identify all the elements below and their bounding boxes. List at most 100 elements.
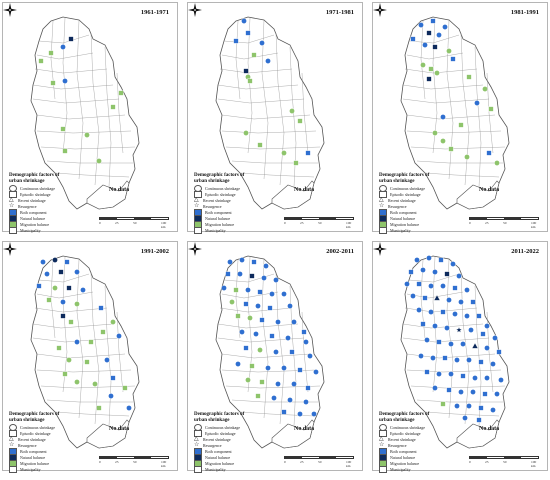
continuous-shrinkage-marker [275,319,281,325]
municipality-border [247,17,253,154]
municipality-border [474,285,482,427]
episodic-shrinkage-marker [88,339,94,345]
municipality-border [116,311,124,393]
legend-item: Episodic shrinkage [9,429,89,437]
continuous-shrinkage-marker [432,385,438,391]
scale-tick-label: 25 [115,460,119,464]
episodic-shrinkage-marker [428,66,434,72]
municipality-border [261,258,269,419]
triangle-outline-icon: △ [9,196,14,203]
continuous-shrinkage-marker [243,130,249,136]
outline-rect-icon [379,465,387,473]
legend-item: ☆ Resurgence [194,203,274,209]
legend-item: Episodic shrinkage [9,190,89,198]
continuous-shrinkage-marker [472,375,478,381]
serbia-map [400,255,510,449]
scale-bar: 0 25 50 100 km [284,456,356,468]
legend: Demographic factors of urban shrinkage C… [194,173,274,234]
municipality-border [247,256,253,393]
episodic-shrinkage-marker [267,305,273,311]
episodic-shrinkage-marker [488,106,494,112]
episodic-shrinkage-marker [68,319,74,325]
municipality-border [221,130,317,134]
episodic-shrinkage-marker [38,58,44,64]
legend: Demographic factors of urban shrinkage C… [194,412,274,473]
episodic-shrinkage-marker [60,126,66,132]
legend-item: △ Recent shrinkage [194,436,274,442]
continuous-shrinkage-marker [432,269,438,275]
continuous-shrinkage-marker [227,259,233,265]
continuous-shrinkage-marker [420,267,426,273]
continuous-shrinkage-marker [40,259,46,265]
map-panel-2: 1971-1981 Demographic factors of urban s… [187,2,363,234]
municipality-border [410,146,506,150]
municipality-border [410,385,506,389]
scale-bar-graphic [469,456,539,459]
municipality-border [225,385,321,389]
triangle-outline-icon: △ [379,435,384,442]
episodic-shrinkage-marker [496,349,502,355]
star-outline-icon: ☆ [379,202,385,209]
municipality-border [221,114,311,120]
legend-item-label: Resurgence [18,203,37,209]
legend-item-label: Episodic shrinkage [205,191,236,197]
municipality-border [402,98,490,104]
continuous-shrinkage-marker [458,389,464,395]
episodic-shrinkage-marker [426,30,432,36]
episodic-shrinkage-marker [48,50,54,56]
continuous-shrinkage-marker [404,281,410,287]
continuous-shrinkage-marker [462,415,468,421]
municipality-border [402,84,484,90]
episodic-shrinkage-marker [478,359,484,365]
continuous-shrinkage-marker [414,257,420,263]
continuous-shrinkage-marker [303,399,309,405]
legend-title: Demographic factors of [379,173,430,178]
legend-title-2: urban shrinkage [9,179,45,184]
legend-item-label: Continuous shrinkage [20,424,55,430]
map-panel-6: 2011-2022 Demographic factors of urban s… [372,241,548,473]
legend-item-label: Episodic shrinkage [20,191,51,197]
continuous-shrinkage-marker [285,335,291,341]
municipality-border [420,20,426,100]
scale-tick-label: 100 km [161,460,167,468]
episodic-shrinkage-marker [50,80,56,86]
episodic-shrinkage-marker [420,321,426,327]
legend-item-label: Episodic shrinkage [390,191,421,197]
scale-bar-graphic [99,456,169,459]
continuous-shrinkage-marker [426,255,432,261]
municipality-border [225,146,321,150]
municipality-border [32,323,114,329]
episodic-shrinkage-marker [56,345,62,351]
municipality-border [32,337,120,343]
continuous-shrinkage-marker [52,285,58,291]
legend-item-label: Both component [205,448,232,454]
continuous-shrinkage-marker [436,32,442,38]
episodic-shrinkage-marker [281,409,287,415]
municipality-border [235,20,241,100]
no-data-label: No data [109,426,130,432]
continuous-shrinkage-marker [440,114,446,120]
continuous-shrinkage-marker [265,58,271,64]
north-arrow-icon [3,3,17,17]
legend-item-label: Both component [20,448,47,454]
episodic-shrinkage-marker [122,385,128,391]
serbia-map [400,16,510,210]
municipality-border [217,84,299,90]
outline-rect-icon [194,465,202,473]
episodic-shrinkage-marker [452,285,458,291]
episodic-shrinkage-marker [62,371,68,377]
episodic-shrinkage-marker [440,401,446,407]
municipality-border [223,34,275,44]
episodic-shrinkage-marker [293,160,299,166]
continuous-shrinkage-marker [96,158,102,164]
legend-item-label: Municipality [205,466,226,472]
scale-tick-label: 25 [300,221,304,225]
continuous-shrinkage-marker [490,361,496,367]
episodic-shrinkage-marker [259,379,265,385]
continuous-shrinkage-marker [74,301,80,307]
legend-items: Continuous shrinkage Episodic shrinkage △ R… [194,423,274,473]
legend-title-2: urban shrinkage [194,179,230,184]
episodic-shrinkage-marker [478,405,484,411]
continuous-shrinkage-marker [434,70,440,76]
no-data-label: No data [479,426,500,432]
